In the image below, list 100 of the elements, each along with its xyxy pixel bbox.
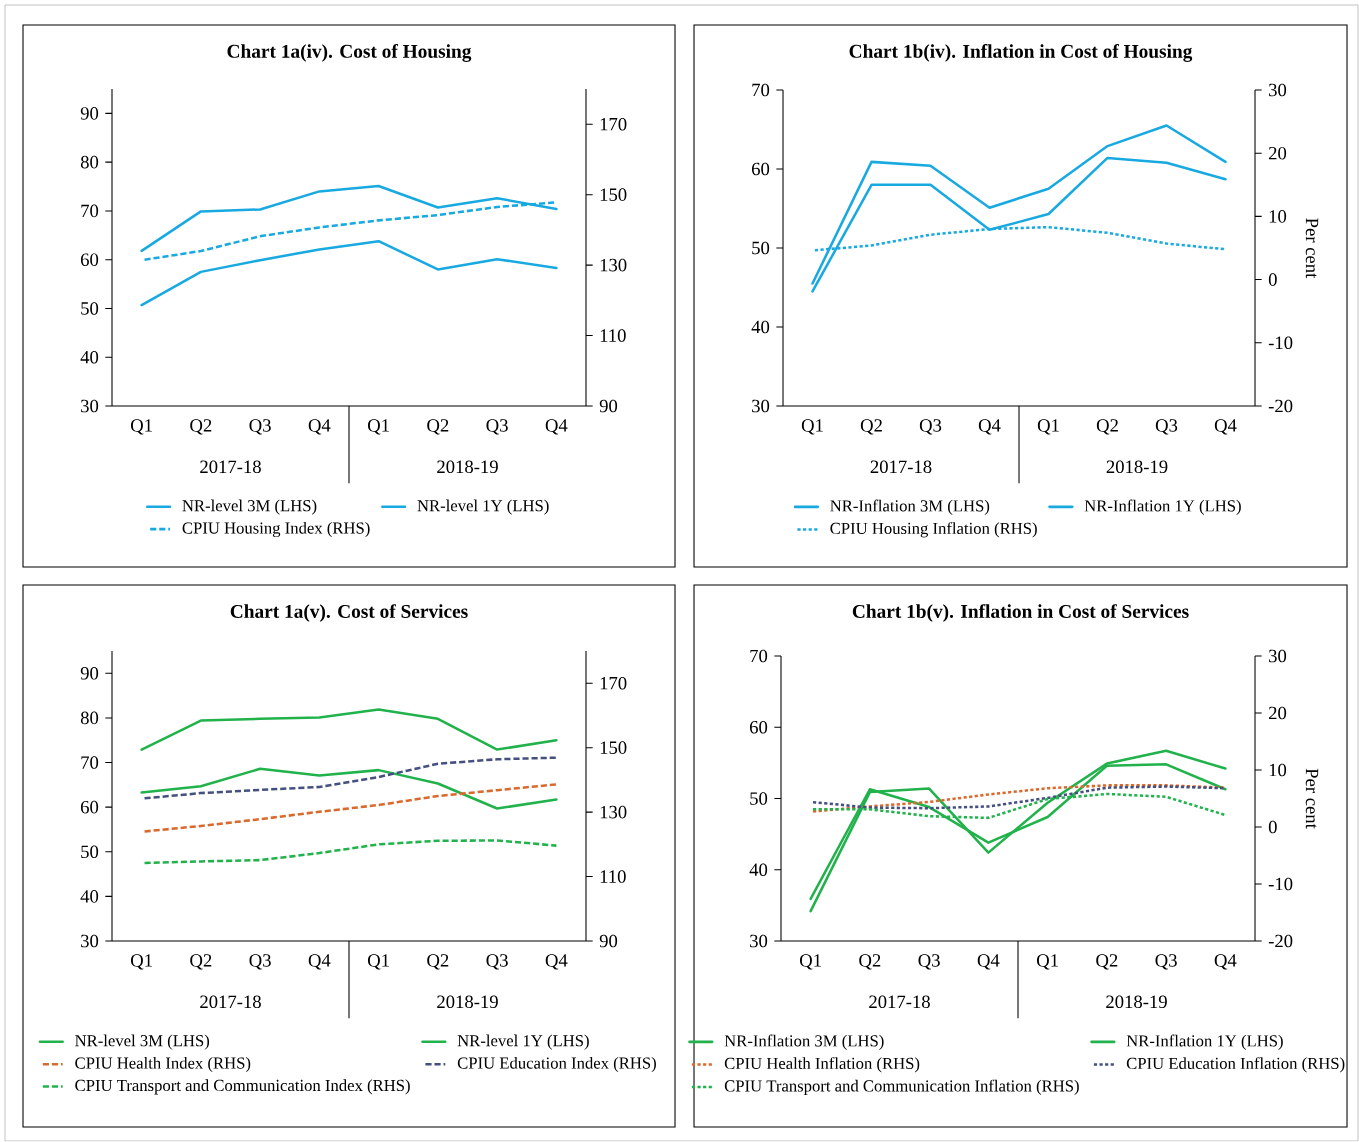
legend-label: NR-level 1Y (LHS)	[417, 499, 549, 515]
y2-tick-label: 170	[600, 117, 627, 131]
x-tick-label: Q4	[308, 419, 331, 435]
y2-tick-label: -10	[1268, 336, 1293, 350]
x-tick-label: Q1	[1037, 419, 1059, 435]
x-tick-label: Q1	[367, 954, 389, 970]
legend-label: CPIU Housing Inflation (RHS)	[830, 522, 1037, 538]
line-series	[140, 708, 558, 751]
chart-title: Chart 1b(v). Inflation in Cost of Services	[852, 604, 1189, 622]
y2-tick-label: 0	[1268, 273, 1277, 286]
legend-label: CPIU Housing Index (RHS)	[182, 521, 370, 538]
line-series	[140, 239, 558, 307]
y-tick-label: 30	[81, 399, 99, 413]
legend-label: NR-level 3M (LHS)	[75, 1034, 210, 1050]
x-tick-label: Q2	[427, 954, 449, 970]
y2-tick-label: 0	[1268, 820, 1277, 834]
y-tick-label: 70	[750, 649, 768, 663]
y-tick-label: 80	[80, 155, 99, 169]
y2-tick-label: 110	[600, 870, 626, 883]
y-tick-label: 90	[80, 107, 99, 120]
x-tick-label: Q4	[545, 954, 568, 970]
legend-label: NR-Inflation 3M (LHS)	[830, 499, 990, 515]
x-tick-label: Q3	[249, 954, 271, 970]
legend-label: CPIU Education Inflation (RHS)	[1126, 1057, 1345, 1073]
y-tick-label: 60	[751, 162, 770, 176]
y2-tick-label: 20	[1268, 706, 1287, 720]
text: 2018-19	[437, 995, 498, 1009]
legend-label: NR-Inflation 3M (LHS)	[724, 1034, 884, 1050]
x-tick-label: Q3	[486, 954, 508, 970]
x-tick-label: Q1	[367, 419, 389, 435]
x-tick-label: Q2	[859, 954, 881, 970]
y-tick-label: 50	[752, 241, 770, 255]
y2-tick-label: 20	[1268, 146, 1287, 160]
x-tick-label: Q3	[249, 419, 271, 435]
y-tick-label: 50	[81, 845, 99, 859]
y2-tick-label: -20	[1268, 399, 1293, 413]
x-tick-label: Q2	[1096, 954, 1118, 970]
text: 2017-18	[869, 995, 930, 1009]
legend-label: NR-Inflation 1Y (LHS)	[1126, 1034, 1283, 1050]
x-tick-label: Q1	[801, 419, 823, 435]
y2-tick-label: -10	[1268, 877, 1293, 891]
chart-title: Chart 1a(v). Cost of Services	[230, 604, 468, 622]
x-tick-label: Q1	[130, 954, 152, 970]
y-tick-label: 40	[749, 863, 768, 877]
y2-tick-label: 10	[1269, 763, 1287, 777]
y-tick-label: 30	[750, 934, 768, 948]
x-tick-label: Q3	[918, 954, 940, 970]
x-tick-label: Q4	[308, 954, 331, 970]
y-tick-label: 50	[81, 302, 99, 315]
chart-title: Chart 1b(iv). Inflation in Cost of Housing	[849, 44, 1193, 62]
legend-label: CPIU Transport and Communication Inflation (RHS)	[724, 1079, 1079, 1095]
legend-label: CPIU Transport and Communication Index (RHS)	[75, 1079, 410, 1095]
y-tick-label: 30	[81, 934, 99, 948]
y2-axis-title: Per cent	[1305, 768, 1319, 829]
legend-label: NR-Inflation 1Y (LHS)	[1084, 499, 1241, 515]
text: 2018-19	[1106, 460, 1168, 474]
y-tick-label: 30	[752, 399, 770, 413]
legend-label: CPIU Education Index (RHS)	[457, 1056, 656, 1073]
x-tick-label: Q2	[190, 954, 212, 970]
y-tick-label: 60	[80, 800, 99, 814]
y-tick-label: 60	[80, 253, 99, 266]
legend-label: NR-level 1Y (LHS)	[457, 1034, 589, 1050]
y-tick-label: 50	[750, 792, 768, 805]
legend-label: CPIU Health Inflation (RHS)	[724, 1057, 920, 1073]
x-tick-label: Q4	[545, 419, 568, 435]
y-tick-label: 40	[751, 320, 770, 334]
x-tick-label: Q4	[978, 419, 1001, 435]
y-tick-label: 80	[80, 711, 99, 725]
x-tick-label: Q2	[860, 419, 882, 435]
text: 2018-19	[1106, 995, 1167, 1009]
x-tick-label: Q4	[1214, 954, 1237, 970]
legend-label: CPIU Health Index (RHS)	[75, 1056, 251, 1073]
x-tick-label: Q2	[1096, 419, 1118, 435]
x-tick-label: Q1	[130, 419, 152, 435]
text: 2017-18	[200, 460, 261, 474]
x-tick-label: Q3	[919, 419, 942, 435]
y-tick-label: 60	[749, 720, 768, 734]
y-tick-label: 70	[81, 756, 99, 769]
x-tick-label: Q1	[1037, 954, 1058, 970]
line-series	[140, 767, 558, 810]
x-tick-label: Q2	[427, 419, 449, 435]
y-tick-label: 70	[752, 83, 770, 97]
y2-tick-label: 30	[1269, 649, 1287, 663]
x-tick-label: Q4	[977, 954, 1000, 970]
y2-tick-label: 170	[600, 676, 627, 690]
y-tick-label: 40	[80, 890, 99, 903]
x-tick-label: Q3	[486, 419, 508, 435]
y2-tick-label: 150	[600, 188, 627, 201]
text: 2017-18	[200, 995, 261, 1009]
x-tick-label: Q1	[800, 954, 821, 970]
y2-tick-label: 130	[600, 258, 627, 272]
y2-tick-label: 30	[1269, 83, 1287, 97]
x-tick-label: Q3	[1155, 954, 1177, 970]
text: 2018-19	[437, 460, 498, 474]
text: 2017-18	[870, 460, 932, 474]
x-tick-label: Q2	[190, 419, 212, 435]
chart-title: Chart 1a(iv). Cost of Housing	[227, 44, 472, 62]
x-tick-label: Q3	[1155, 419, 1178, 435]
y2-tick-label: 90	[599, 399, 618, 413]
y2-tick-label: 150	[600, 741, 627, 754]
